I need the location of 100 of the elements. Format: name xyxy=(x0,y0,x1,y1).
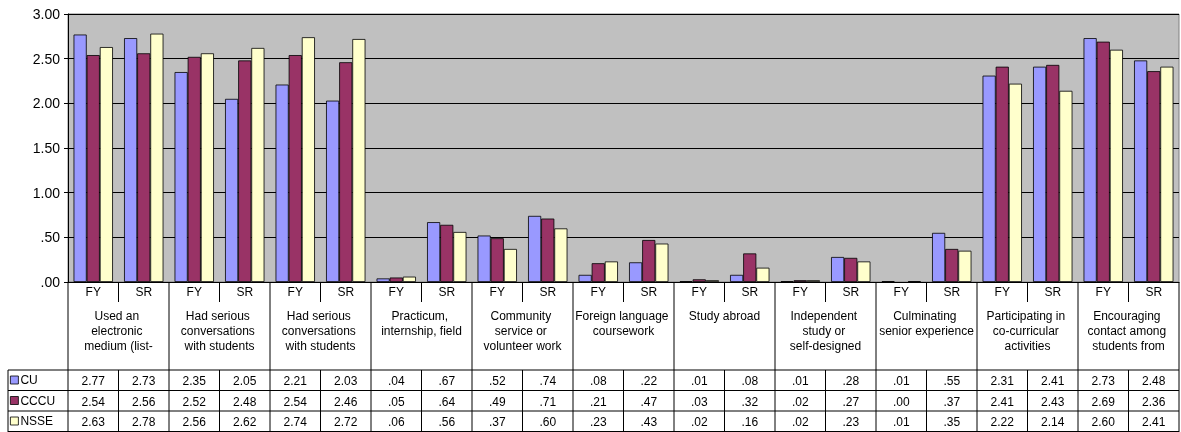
data-label: .08 xyxy=(741,374,759,389)
data-label: .74 xyxy=(539,374,557,389)
data-label: .03 xyxy=(690,394,708,409)
data-label: 2.73 xyxy=(132,374,156,389)
data-label: .23 xyxy=(842,415,860,430)
x-tick-label: SR xyxy=(1145,285,1163,299)
data-label: .67 xyxy=(438,374,456,389)
data-label: 2.35 xyxy=(182,374,207,389)
data-label: .02 xyxy=(791,415,809,430)
data-label: .47 xyxy=(640,394,658,409)
data-label: 2.31 xyxy=(990,374,1015,389)
data-label: 2.56 xyxy=(132,394,156,409)
text: Culminating senior experience xyxy=(879,308,975,338)
data-label: .16 xyxy=(741,415,759,430)
data-label: 2.52 xyxy=(182,394,207,409)
x-tick-label: SR xyxy=(1044,285,1062,299)
x-tick-label: SR xyxy=(236,285,254,299)
x-tick-label: FY xyxy=(994,285,1010,299)
y-tick-label: 1.50 xyxy=(32,140,61,156)
x-tick-label: FY xyxy=(489,285,505,299)
y-tick-label: 3.00 xyxy=(32,6,61,22)
data-label: 2.73 xyxy=(1091,374,1116,389)
data-label: .56 xyxy=(438,415,456,430)
data-label: 2.62 xyxy=(233,415,257,430)
data-label: 2.56 xyxy=(182,415,207,430)
x-tick-label: FY xyxy=(590,285,606,299)
data-label: .06 xyxy=(387,415,405,430)
data-label: 2.21 xyxy=(283,374,308,389)
x-tick-label: FY xyxy=(287,285,303,299)
data-label: .21 xyxy=(589,394,607,409)
data-label: 2.41 xyxy=(1142,415,1166,430)
data-label: .71 xyxy=(539,394,557,409)
data-label: 2.14 xyxy=(1041,415,1065,430)
data-label: .60 xyxy=(539,415,557,430)
data-label: .02 xyxy=(791,394,809,409)
text: Community service or volunteer work xyxy=(483,308,563,353)
x-tick-label: SR xyxy=(438,285,456,299)
data-label: .23 xyxy=(589,415,607,430)
legend-label: NSSE xyxy=(20,414,54,428)
x-tick-label: FY xyxy=(388,285,404,299)
data-label: 2.41 xyxy=(990,394,1015,409)
data-label: .01 xyxy=(892,374,910,389)
data-label: .02 xyxy=(690,415,708,430)
y-tick-label: 2.50 xyxy=(32,50,61,67)
x-tick-label: SR xyxy=(337,285,355,299)
data-label: .49 xyxy=(488,394,506,409)
text: Had serious conversations with students xyxy=(180,308,259,353)
text: Practicum, internship, field xyxy=(381,308,462,338)
data-label: 2.77 xyxy=(81,374,106,389)
data-label: 2.03 xyxy=(334,374,358,389)
text: Had serious conversations with students xyxy=(281,308,360,353)
data-label: 2.22 xyxy=(990,415,1015,430)
x-tick-label: SR xyxy=(842,285,860,299)
x-tick-label: FY xyxy=(1095,285,1111,299)
text: Study abroad xyxy=(688,308,761,323)
data-label: .55 xyxy=(943,374,961,389)
data-label: .64 xyxy=(438,394,456,409)
data-label: .04 xyxy=(387,374,405,389)
legend-label: CCCU xyxy=(20,393,56,408)
data-label: .01 xyxy=(791,374,809,389)
x-tick-label: FY xyxy=(85,285,101,299)
x-tick-label: SR xyxy=(135,285,153,299)
data-label: 2.48 xyxy=(1142,374,1166,389)
data-label: .32 xyxy=(741,394,759,409)
data-label: 2.74 xyxy=(283,415,308,430)
data-label: 2.78 xyxy=(132,415,156,430)
data-label: .35 xyxy=(943,415,961,430)
data-label: .52 xyxy=(488,374,506,389)
x-tick-label: SR xyxy=(640,285,658,299)
data-label: .00 xyxy=(892,394,910,409)
data-label: 2.69 xyxy=(1091,394,1116,409)
data-label: .37 xyxy=(943,394,961,409)
data-label: 2.48 xyxy=(233,394,257,409)
text: Participating in co-curricular activities xyxy=(986,308,1069,353)
data-label: 2.63 xyxy=(81,415,106,430)
data-label: .43 xyxy=(640,415,658,430)
data-label: .28 xyxy=(842,374,860,389)
x-tick-label: SR xyxy=(539,285,557,299)
data-label: .22 xyxy=(640,374,658,389)
y-tick-label: .50 xyxy=(40,229,61,246)
y-tick-label: 2.00 xyxy=(32,95,61,112)
legend-label: CU xyxy=(20,373,38,387)
data-label: 2.41 xyxy=(1041,374,1065,389)
data-label: 2.05 xyxy=(233,374,257,389)
x-tick-label: SR xyxy=(741,285,759,299)
y-tick-label: .00 xyxy=(40,274,61,290)
data-label: 2.72 xyxy=(334,415,358,430)
text: Foreign language coursework xyxy=(575,308,672,338)
data-label: 2.36 xyxy=(1142,394,1166,409)
x-tick-label: FY xyxy=(691,285,707,299)
text: Encouraging contact among students from xyxy=(1087,308,1170,353)
data-label: 2.60 xyxy=(1091,415,1116,430)
data-label: .01 xyxy=(892,415,910,430)
data-label: .01 xyxy=(690,374,708,389)
data-label: 2.46 xyxy=(334,394,358,409)
data-label: .27 xyxy=(842,394,860,409)
x-tick-label: FY xyxy=(893,285,909,299)
text: Used an electronic medium (list- xyxy=(84,308,153,353)
x-tick-label: FY xyxy=(792,285,808,299)
x-tick-label: FY xyxy=(186,285,202,299)
